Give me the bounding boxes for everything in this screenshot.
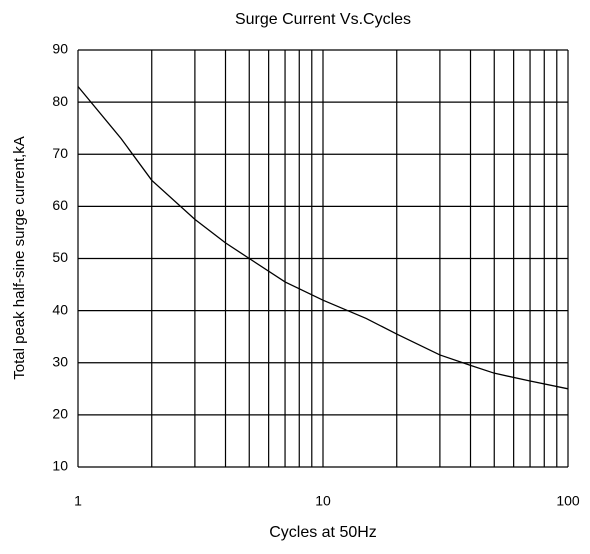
x-axis-label: Cycles at 50Hz <box>269 524 377 541</box>
y-tick-label: 70 <box>52 145 68 161</box>
y-tick-label: 50 <box>52 249 68 265</box>
y-tick-label: 80 <box>52 93 68 109</box>
y-tick-label: 60 <box>52 197 68 213</box>
chart-title: Surge Current Vs.Cycles <box>235 11 411 28</box>
x-tick-label: 1 <box>74 493 82 509</box>
y-axis-label: Total peak half-sine surge current,kA <box>11 136 28 379</box>
y-tick-label: 10 <box>52 458 68 474</box>
y-tick-label: 30 <box>52 353 68 369</box>
y-tick-label: 40 <box>52 301 68 317</box>
y-tick-label: 90 <box>52 41 68 57</box>
x-tick-label: 10 <box>315 493 331 509</box>
x-tick-label: 100 <box>556 493 580 509</box>
y-tick-label: 20 <box>52 406 68 422</box>
line <box>77 86 569 390</box>
